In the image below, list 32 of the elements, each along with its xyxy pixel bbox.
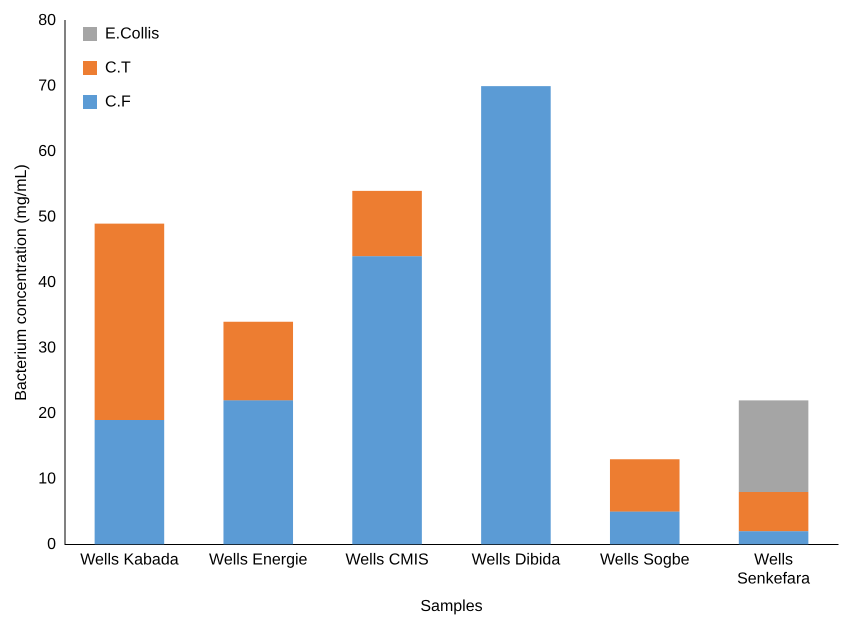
x-tick-label: Wells Dibida xyxy=(472,551,560,568)
bar xyxy=(94,420,164,544)
x-tick-label: Wells Senkefara xyxy=(737,551,810,588)
y-tick-label: 60 xyxy=(38,142,56,160)
y-tick-label: 40 xyxy=(38,274,56,291)
bar xyxy=(738,400,808,492)
y-tick-label: 70 xyxy=(38,77,56,94)
y-tick-label: 10 xyxy=(38,470,56,488)
legend-label: C.T xyxy=(104,59,131,76)
bar xyxy=(738,531,808,544)
bar xyxy=(610,459,680,512)
legend-label: C.F xyxy=(104,93,131,110)
bar xyxy=(352,190,422,256)
x-tick-label: Wells Kabada xyxy=(80,551,179,568)
x-axis-title: Samples xyxy=(420,598,483,615)
y-tick-label: 30 xyxy=(38,339,56,356)
bar xyxy=(481,86,551,544)
y-tick-label: 0 xyxy=(47,536,56,553)
bar xyxy=(223,400,294,544)
bar xyxy=(352,256,422,544)
y-axis-title: Bacterium concentration (mg/mL) xyxy=(13,164,30,401)
x-tick-label: Wells CMIS xyxy=(345,551,429,568)
x-tick-label: Wells Energie xyxy=(209,551,308,568)
bar xyxy=(610,512,680,544)
y-tick-label: 50 xyxy=(38,208,56,226)
y-tick-label: 20 xyxy=(38,404,56,422)
y-tick-label: 80 xyxy=(38,12,56,30)
x-tick-label: Wells Sogbe xyxy=(600,551,690,568)
bar xyxy=(738,492,808,532)
legend-label: E.Collis xyxy=(104,25,160,42)
bar xyxy=(223,322,294,400)
bar xyxy=(94,224,164,420)
